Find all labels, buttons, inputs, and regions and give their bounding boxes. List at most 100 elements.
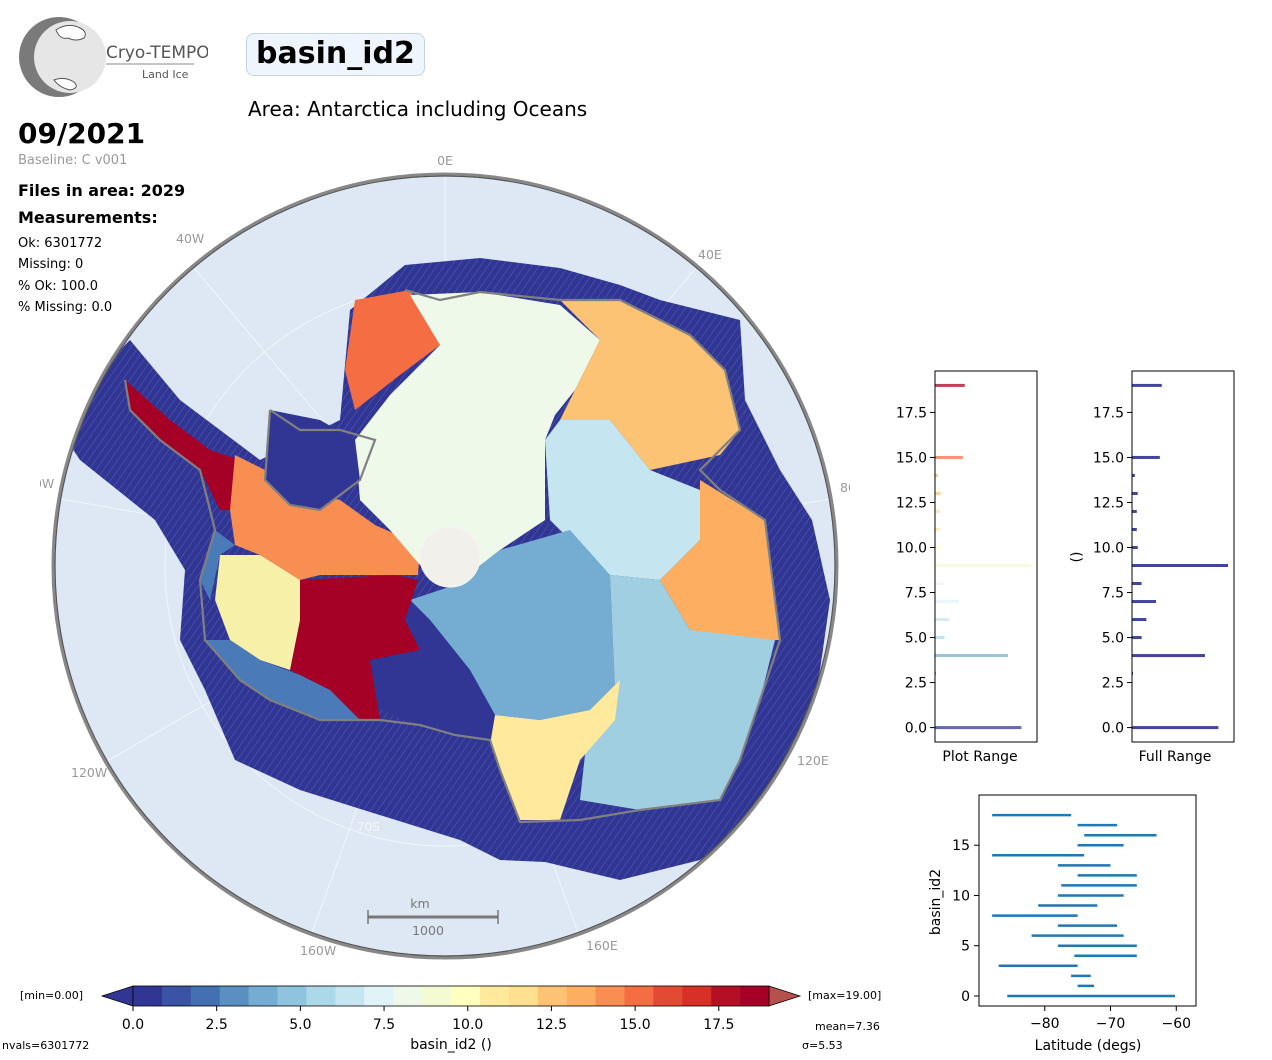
ice-shelf-ross <box>265 410 360 510</box>
colorbar-cell <box>451 986 481 1006</box>
colorbar-cell <box>595 986 625 1006</box>
histogram-bar <box>935 509 940 513</box>
colorbar-cell <box>161 986 192 1006</box>
histogram-ytick-label: 10.0 <box>1093 540 1124 556</box>
full-range-label: Full Range <box>1139 749 1212 765</box>
ok-count: Ok: 6301772 <box>18 236 103 251</box>
lon-label-0e: 0E <box>437 153 453 168</box>
colorbar-cell <box>422 986 452 1006</box>
histogram-ytick-label: 15.0 <box>896 450 927 466</box>
histogram-ytick-label: 0.0 <box>1102 721 1124 737</box>
pole-hole <box>419 526 481 588</box>
histogram-ytick-label: 7.5 <box>905 586 927 602</box>
colorbar-tick-label: 0.0 <box>122 1017 144 1033</box>
histogram-bar <box>1132 455 1160 459</box>
measurements-title: Measurements: <box>18 208 158 227</box>
basin-6 <box>580 575 775 810</box>
basin-2 <box>200 530 235 600</box>
histogram-ytick-label: 12.5 <box>1093 495 1124 511</box>
antarctica-map: 0E 40E 80E 120E 160E 160W 120W 80W 40W 7… <box>40 153 850 960</box>
histogram-bar <box>935 473 938 477</box>
histogram-bar <box>935 582 945 586</box>
histogram-bar <box>935 600 959 604</box>
pct-missing: % Missing: 0.0 <box>18 300 113 315</box>
latitude-xtick-label: −80 <box>1030 1016 1060 1032</box>
histogram-bar <box>935 618 950 622</box>
lon-label-160w: 160W <box>300 943 336 958</box>
colorbar-min-arrow <box>100 985 134 1007</box>
lon-label-80w: 80W <box>40 476 54 491</box>
histogram-bar <box>1132 582 1142 586</box>
histogram-ytick-label: 5.0 <box>1102 631 1124 647</box>
lon-label-40e: 40E <box>698 247 722 262</box>
cryo-tempo-logo: Cryo-TEMPO Land Ice <box>19 17 208 97</box>
colorbar-cell <box>740 986 770 1006</box>
colorbar-cell <box>508 986 539 1006</box>
histogram-bar <box>1132 527 1137 531</box>
colorbar-cell <box>248 986 278 1006</box>
basin-18 <box>290 575 420 720</box>
histogram-bar <box>1132 564 1228 568</box>
colorbar-cell <box>566 986 596 1006</box>
histogram-ytick-label: 15.0 <box>1093 450 1124 466</box>
histogram-ytick-label: 10.0 <box>896 540 927 556</box>
plot-range-yticks: 0.0 2.5 5.0 7.5 10.0 12.5 15.0 17.5 <box>896 405 935 737</box>
colorbar-cell <box>306 986 336 1006</box>
colorbar-cell <box>364 986 394 1006</box>
plot-range-label: Plot Range <box>942 749 1017 765</box>
histogram-bar <box>1132 545 1138 549</box>
colorbar-cell <box>393 986 423 1006</box>
histogram-bar <box>1132 509 1137 513</box>
full-range-ylabel: () <box>1069 552 1085 563</box>
histogram-bar <box>1132 618 1147 622</box>
latitude-range-lines <box>992 813 1175 998</box>
basin-10 <box>215 555 300 670</box>
colorbar-cell <box>479 986 510 1006</box>
histogram-bar <box>935 726 1022 730</box>
histogram-bar <box>1132 726 1219 730</box>
basin-9 <box>355 292 600 585</box>
colorbar-tick-label: 12.5 <box>536 1017 567 1033</box>
histogram-ytick-label: 17.5 <box>896 405 927 421</box>
latitude-ytick-label: 0 <box>961 989 970 1005</box>
colorbar-cell <box>682 986 712 1006</box>
full-range-yticks: 0.0 2.5 5.0 7.5 10.0 12.5 15.0 17.5 <box>1093 405 1132 737</box>
lon-label-120w: 120W <box>71 765 107 780</box>
basin-15 <box>345 290 440 410</box>
date-label: 09/2021 <box>18 117 146 150</box>
plot-range-histogram: 0.0 2.5 5.0 7.5 10.0 12.5 15.0 17.5 Plot Range <box>896 370 1038 765</box>
colorbar-max-label: [max=19.00] <box>808 989 881 1002</box>
files-count: Files in area: 2029 <box>18 181 186 200</box>
histogram-bar <box>935 564 1031 568</box>
histogram-bar <box>935 491 941 495</box>
pct-ok: % Ok: 100.0 <box>18 279 98 294</box>
histogram-ytick-label: 0.0 <box>905 721 927 737</box>
plot-range-frame <box>934 370 1038 743</box>
logo-text: Cryo-TEMPO <box>106 43 208 63</box>
colorbar-cell <box>537 986 567 1006</box>
plot-range-bars <box>935 383 1031 730</box>
latitude-ylabel: basin_id2 <box>928 869 944 935</box>
histogram-bar <box>935 455 963 459</box>
latitude-xtick-label: −70 <box>1096 1016 1126 1032</box>
colorbar-cell <box>653 986 683 1006</box>
lon-label-120e: 120E <box>797 753 829 768</box>
histogram-ytick-label: 12.5 <box>896 495 927 511</box>
colorbar-tick-label: 5.0 <box>289 1017 311 1033</box>
coastline <box>123 288 782 824</box>
basin-7 <box>545 420 700 580</box>
colorbar-tick-label: 2.5 <box>206 1017 228 1033</box>
full-range-bars <box>1132 383 1228 730</box>
colorbar-cell <box>711 986 741 1006</box>
latitude-ytick-label: 10 <box>952 888 970 904</box>
lat-label-70s: 70S <box>357 820 380 834</box>
histogram-bar <box>935 636 945 640</box>
baseline-label: Baseline: C v001 <box>18 153 128 168</box>
lon-label-160e: 160E <box>586 938 618 953</box>
histogram-ytick-label: 2.5 <box>1102 676 1124 692</box>
basin-3 <box>205 640 360 720</box>
colorbar-tick-label: 7.5 <box>373 1017 395 1033</box>
basin-11 <box>490 680 620 820</box>
histogram-bar <box>935 654 1008 658</box>
colorbar-min-label: [min=0.00] <box>20 989 83 1002</box>
